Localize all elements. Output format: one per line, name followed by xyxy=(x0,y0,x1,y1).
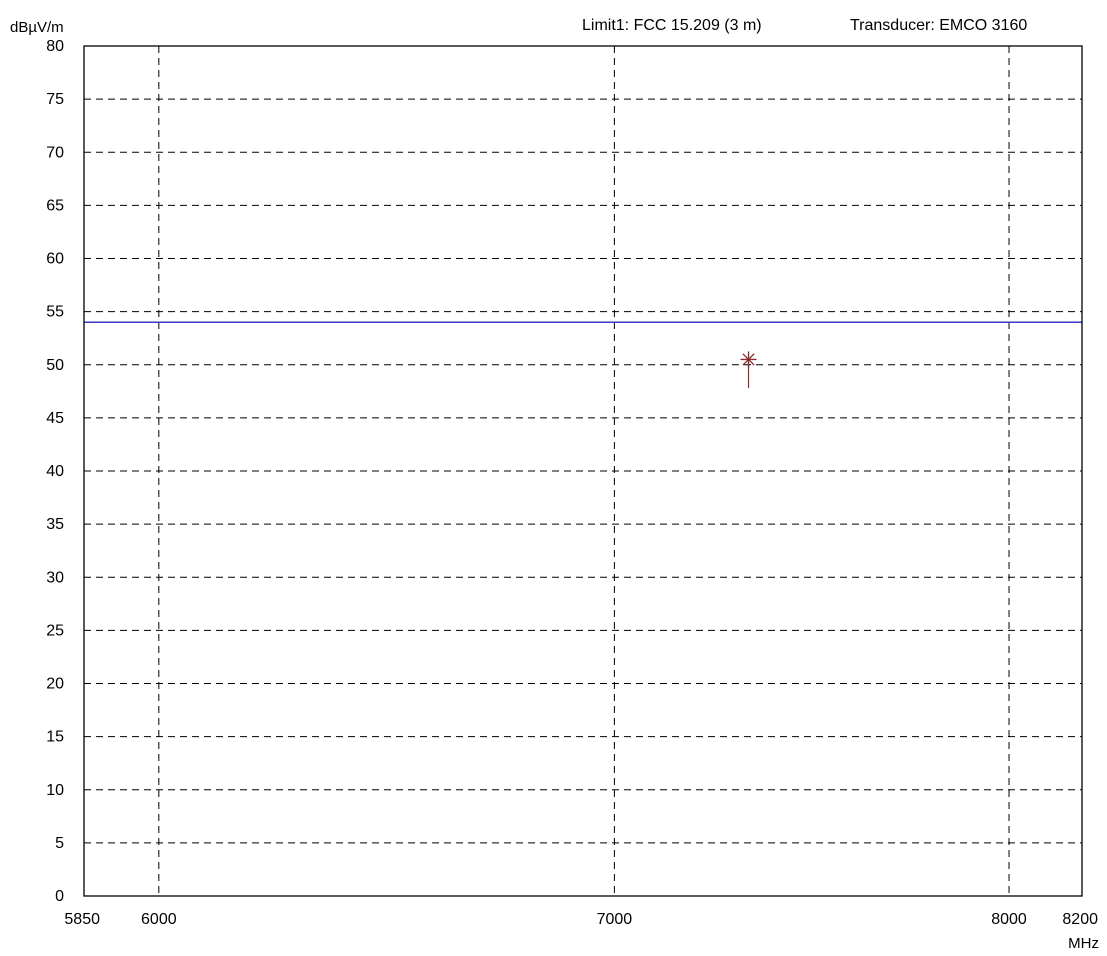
transducer-label: Transducer: EMCO 3160 xyxy=(850,17,1027,34)
y-tick-label: 40 xyxy=(46,463,64,480)
y-tick-label: 70 xyxy=(46,144,64,161)
peak-marker xyxy=(740,351,757,389)
y-tick-label: 10 xyxy=(46,782,64,799)
y-tick-label: 65 xyxy=(46,197,64,214)
tick-layer: 0 5 10 15 20 25 30 35 40 45 50 55 60 65 70 75 80 5850 6000… xyxy=(46,38,1098,928)
y-tick-label: 35 xyxy=(46,516,64,533)
x-tick-label: 8200 xyxy=(1062,911,1098,928)
y-tick-label: 75 xyxy=(46,91,64,108)
y-tick-label: 20 xyxy=(46,676,64,693)
y-tick-label: 60 xyxy=(46,251,64,268)
y-tick-label: 15 xyxy=(46,729,64,746)
y-tick-label: 50 xyxy=(46,357,64,374)
plot-frame xyxy=(83,45,1083,897)
y-tick-label: 80 xyxy=(46,38,64,55)
y-tick-label: 25 xyxy=(46,622,64,639)
x-tick-label: 6000 xyxy=(141,911,177,928)
y-tick-label: 5 xyxy=(55,835,64,852)
y-tick-label: 0 xyxy=(55,888,64,905)
limit-label: Limit1: FCC 15.209 (3 m) xyxy=(582,17,762,34)
y-tick-label: 55 xyxy=(46,304,64,321)
x-axis-unit-label: MHz xyxy=(1068,935,1099,951)
y-tick-label: 30 xyxy=(46,569,64,586)
peak-marker-stroke xyxy=(742,353,755,366)
y-axis-unit-label: dBµV/m xyxy=(10,19,64,36)
x-tick-label: 5850 xyxy=(64,911,100,928)
grid-layer xyxy=(84,46,1082,896)
x-tick-label: 8000 xyxy=(991,911,1027,928)
y-tick-label: 45 xyxy=(46,410,64,427)
x-tick-label: 7000 xyxy=(597,911,633,928)
data-layer xyxy=(84,321,1082,389)
